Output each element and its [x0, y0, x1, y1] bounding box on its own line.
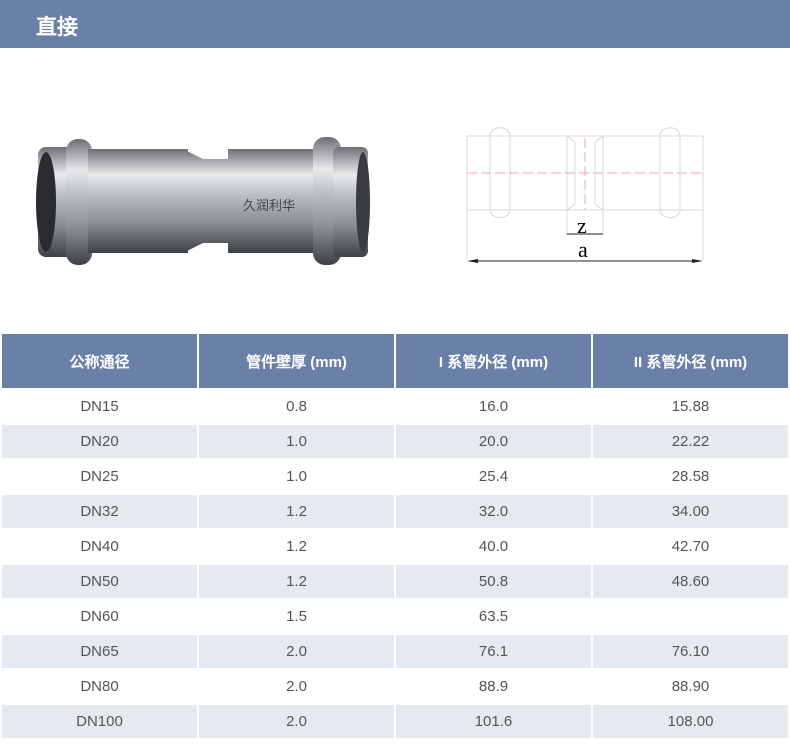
table-cell: DN100: [2, 705, 197, 738]
table-cell: 34.00: [593, 495, 788, 528]
table-cell: DN80: [80, 678, 119, 695]
table-cell: 25.4: [478, 468, 509, 485]
label-z: z: [577, 213, 587, 238]
table-cell: 101.6: [396, 705, 591, 738]
table-cell: 63.5: [478, 608, 509, 625]
table-cell: DN15: [80, 398, 119, 415]
table-cell: 48.60: [593, 565, 788, 598]
table-row: DN40 1.2 40.0 42.70: [2, 530, 788, 563]
table-cell: 0.8: [286, 398, 307, 415]
table-cell: 16.0: [478, 398, 509, 415]
spec-table: 公称通径 管件壁厚 (mm) I 系管外径 (mm) II 系管外径 (mm) …: [0, 332, 790, 740]
table-cell: 28.58: [671, 468, 710, 485]
dimension-drawing: z a: [466, 127, 704, 263]
table-cell: 1.2: [199, 495, 394, 528]
table-cell: 88.90: [671, 678, 710, 695]
table-cell: 1.5: [286, 608, 307, 625]
table-cell: 2.0: [199, 635, 394, 668]
table-cell: DN60: [80, 608, 119, 625]
col-header: 公称通径: [2, 334, 197, 388]
table-cell: 76.1: [396, 635, 591, 668]
table-cell: DN25: [80, 468, 119, 485]
table-cell: 1.2: [286, 538, 307, 555]
table-cell: 2.0: [199, 705, 394, 738]
table-row: DN60 1.5 63.5: [2, 600, 788, 633]
table-row: DN25 1.0 25.4 28.58: [2, 460, 788, 493]
col-header: II 系管外径 (mm): [593, 334, 788, 388]
table-cell: 108.00: [593, 705, 788, 738]
table-cell: 15.88: [671, 398, 710, 415]
page-title: 直接: [36, 16, 78, 39]
table-cell: DN20: [2, 425, 197, 458]
col-header: 管件壁厚 (mm): [199, 334, 394, 388]
table-cell: 22.22: [593, 425, 788, 458]
table-cell: 1.0: [199, 425, 394, 458]
table-cell: 42.70: [671, 538, 710, 555]
table-cell: DN50: [2, 565, 197, 598]
fitting-photo: 久润利华: [36, 137, 370, 265]
table-row: DN15 0.8 16.0 15.88: [2, 390, 788, 423]
table-cell: [593, 600, 788, 633]
table-cell: DN32: [2, 495, 197, 528]
table-row: DN50 1.2 50.8 48.60: [2, 565, 788, 598]
header-bar: 直接: [0, 0, 790, 48]
table-row: DN65 2.0 76.1 76.10: [2, 635, 788, 668]
table-row: DN80 2.0 88.9 88.90: [2, 670, 788, 703]
table-cell: 40.0: [478, 538, 509, 555]
table-row: DN100 2.0 101.6 108.00: [2, 705, 788, 738]
table-cell: 1.0: [286, 468, 307, 485]
label-a: a: [578, 237, 588, 262]
logo-text: 久润利华: [243, 198, 295, 213]
table-cell: 2.0: [286, 678, 307, 695]
col-header: I 系管外径 (mm): [396, 334, 591, 388]
table-cell: 76.10: [593, 635, 788, 668]
table-cell: 50.8: [396, 565, 591, 598]
table-cell: 20.0: [396, 425, 591, 458]
table-row: DN20 1.0 20.0 22.22: [2, 425, 788, 458]
table-row: DN32 1.2 32.0 34.00: [2, 495, 788, 528]
table-cell: DN65: [2, 635, 197, 668]
table-cell: 1.2: [199, 565, 394, 598]
table-cell: 88.9: [478, 678, 509, 695]
table-cell: 32.0: [396, 495, 591, 528]
table-cell: DN40: [80, 538, 119, 555]
